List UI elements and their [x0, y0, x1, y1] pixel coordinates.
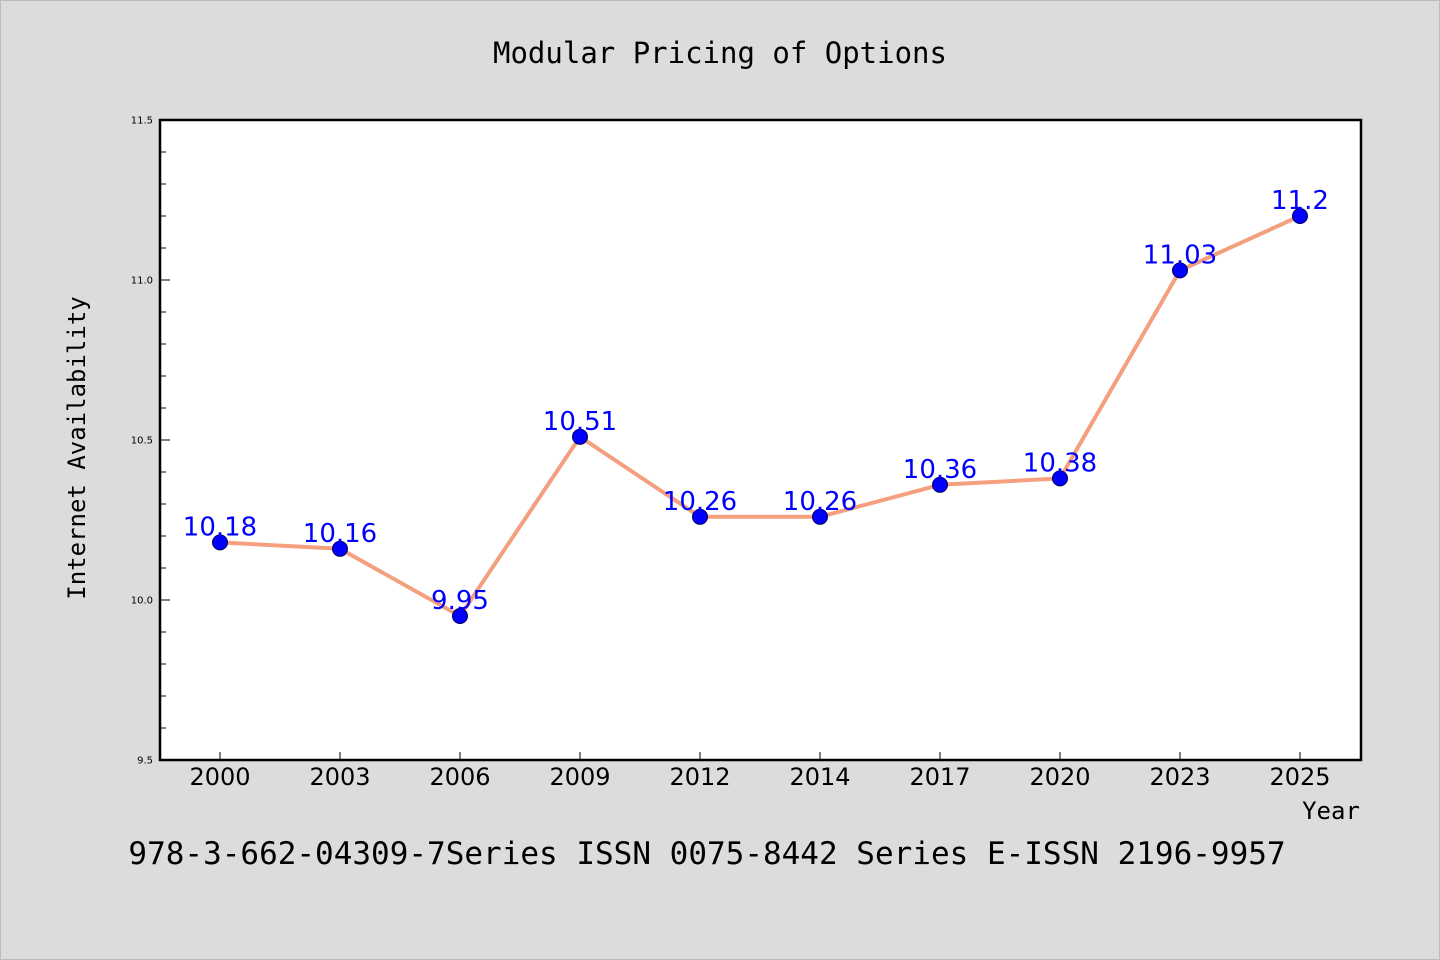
- data-point: [932, 476, 948, 493]
- data-label: 10.18: [183, 512, 257, 542]
- data-label: 10.16: [303, 519, 377, 549]
- data-point: [692, 508, 708, 525]
- data-label: 10.26: [663, 487, 737, 517]
- x-tick-label: 2006: [429, 763, 490, 791]
- plot-area: [158, 118, 1363, 762]
- data-point: [332, 540, 348, 557]
- data-label: 11.2: [1271, 186, 1329, 216]
- series-line: [219, 214, 1301, 618]
- series-layer: 10.18 10.16 9.95 10.51 10.26 10.26 10.36 10.38 1…: [183, 186, 1329, 624]
- data-label: 10.38: [1023, 448, 1097, 478]
- y-tick-label: 10.0: [131, 596, 153, 607]
- data-point: [572, 428, 588, 445]
- y-axis-label: Internet Availability: [63, 296, 91, 599]
- data-label: 10.36: [903, 455, 977, 485]
- y-tick-label: 9.5: [137, 756, 153, 767]
- y-tick-label: 11.5: [131, 116, 153, 127]
- data-point: [1292, 208, 1308, 224]
- data-label: 11.03: [1143, 240, 1217, 270]
- data-label: 10.26: [783, 487, 857, 517]
- y-tick-label: 11.0: [131, 276, 153, 287]
- data-point: [812, 508, 828, 525]
- y-axis: 9.5 10.0 10.5 11.0 11.5: [131, 116, 170, 767]
- x-axis: 2000 2003 2006 2009 2012 2014 2017 2020 2023 2025: [189, 752, 1331, 791]
- data-label: 9.95: [431, 586, 489, 616]
- x-tick-label: 2025: [1269, 763, 1330, 791]
- x-tick-label: 2023: [1149, 763, 1210, 791]
- x-axis-label: Year: [1302, 797, 1360, 825]
- x-tick-label: 2020: [1029, 763, 1090, 791]
- x-tick-label: 2000: [189, 763, 250, 791]
- y-tick-label: 10.5: [131, 436, 153, 447]
- data-point: [1172, 262, 1188, 279]
- x-tick-label: 2009: [549, 763, 610, 791]
- x-tick-label: 2012: [669, 763, 730, 791]
- x-tick-label: 2014: [789, 763, 850, 791]
- data-point: [1052, 470, 1068, 487]
- data-label: 10.51: [543, 407, 617, 437]
- data-point: [212, 534, 228, 551]
- data-point: [452, 608, 468, 624]
- footer-identifiers: 978-3-662-04309-7Series ISSN 0075-8442 S…: [128, 836, 1285, 872]
- chart-title: Modular Pricing of Options: [493, 36, 947, 70]
- x-tick-label: 2017: [909, 763, 970, 791]
- x-tick-label: 2003: [309, 763, 370, 791]
